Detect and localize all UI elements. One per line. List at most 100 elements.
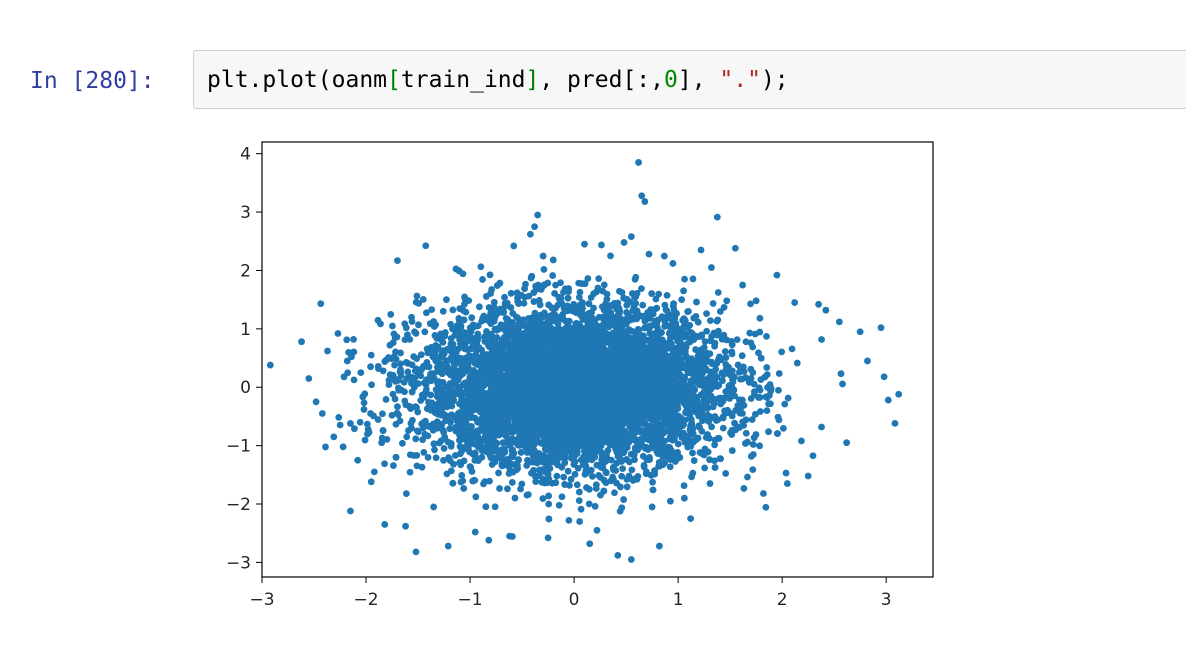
data-point [722,470,730,477]
data-point [779,424,787,432]
data-point [756,386,764,394]
data-point [472,493,480,501]
data-point [389,390,397,398]
data-point [397,360,404,368]
data-point [595,275,603,283]
data-point [395,411,402,419]
data-point [681,350,689,357]
data-point [706,480,714,487]
data-point [474,330,482,338]
data-point [775,370,783,377]
data-point [618,289,626,296]
data-point [555,501,563,509]
data-point [639,301,647,309]
data-point [756,442,764,450]
data-point [706,456,713,464]
data-point [422,242,430,250]
data-point [689,275,697,283]
code-input-area[interactable]: plt.plot(oanm[train_ind], pred[:,0], "."… [193,50,1186,109]
data-point [763,332,770,340]
data-point [481,437,489,445]
data-point [432,454,440,462]
data-point [728,341,736,349]
data-point [649,478,656,486]
data-point [698,373,706,381]
data-point [412,435,420,443]
data-point [560,473,568,481]
data-point [421,328,429,336]
data-point [367,363,374,371]
data-point [709,300,717,307]
data-point [468,468,476,475]
data-point [411,367,419,375]
data-point [322,443,329,451]
data-point [419,296,427,303]
data-point [431,332,439,339]
data-point [818,423,825,431]
data-point [496,485,503,492]
data-point [623,456,630,463]
data-point [511,494,519,502]
data-point [561,285,569,293]
data-point [756,314,764,322]
data-point [456,436,463,444]
output-area: −3 −2 −1 0 1 2 3 −3 −2 −1 0 1 2 3 4 [204,130,944,620]
data-point [694,318,702,326]
data-point [475,303,483,311]
data-point [575,497,583,505]
data-point [688,419,696,427]
data-point [681,317,689,324]
data-point [719,377,726,385]
data-point [591,502,599,510]
data-point [356,418,364,426]
data-point [757,354,765,362]
code-token-index: train_ind [400,67,526,93]
data-point [709,403,717,411]
data-point [458,396,466,404]
data-point [611,489,618,497]
data-point [818,336,825,343]
data-point [446,380,454,387]
data-point [413,292,421,300]
data-point [680,494,688,502]
data-point [552,281,560,289]
data-point [420,449,428,456]
data-point [427,391,435,399]
data-point [525,292,533,300]
data-point [661,301,669,309]
data-point [482,293,490,300]
data-point [457,461,465,469]
data-point [387,311,395,318]
data-point [517,485,524,493]
data-point [680,482,688,489]
data-point [440,445,448,452]
data-point [479,276,486,283]
data-point [782,469,790,477]
data-point [689,425,697,433]
data-point [784,394,792,402]
data-point [740,485,748,492]
code-line[interactable]: plt.plot(oanm[train_ind], pred[:,0], "."… [207,65,789,95]
data-point [401,397,409,405]
data-point [788,345,796,353]
data-point [457,420,465,428]
data-point [456,305,464,312]
code-token-bracket-close: ] [525,67,540,93]
data-point [577,505,585,513]
data-point [707,317,714,325]
data-point [839,380,846,388]
data-point [553,472,561,480]
data-point [414,408,422,416]
data-point [721,348,729,355]
data-point [450,396,458,404]
data-point [429,420,437,428]
data-point [616,507,624,515]
data-point [537,423,545,431]
data-point [415,321,422,329]
points-layer [266,159,903,563]
data-point [798,437,805,445]
data-point [750,380,758,388]
data-point [588,473,596,480]
data-point [540,281,548,289]
data-point [651,317,659,325]
